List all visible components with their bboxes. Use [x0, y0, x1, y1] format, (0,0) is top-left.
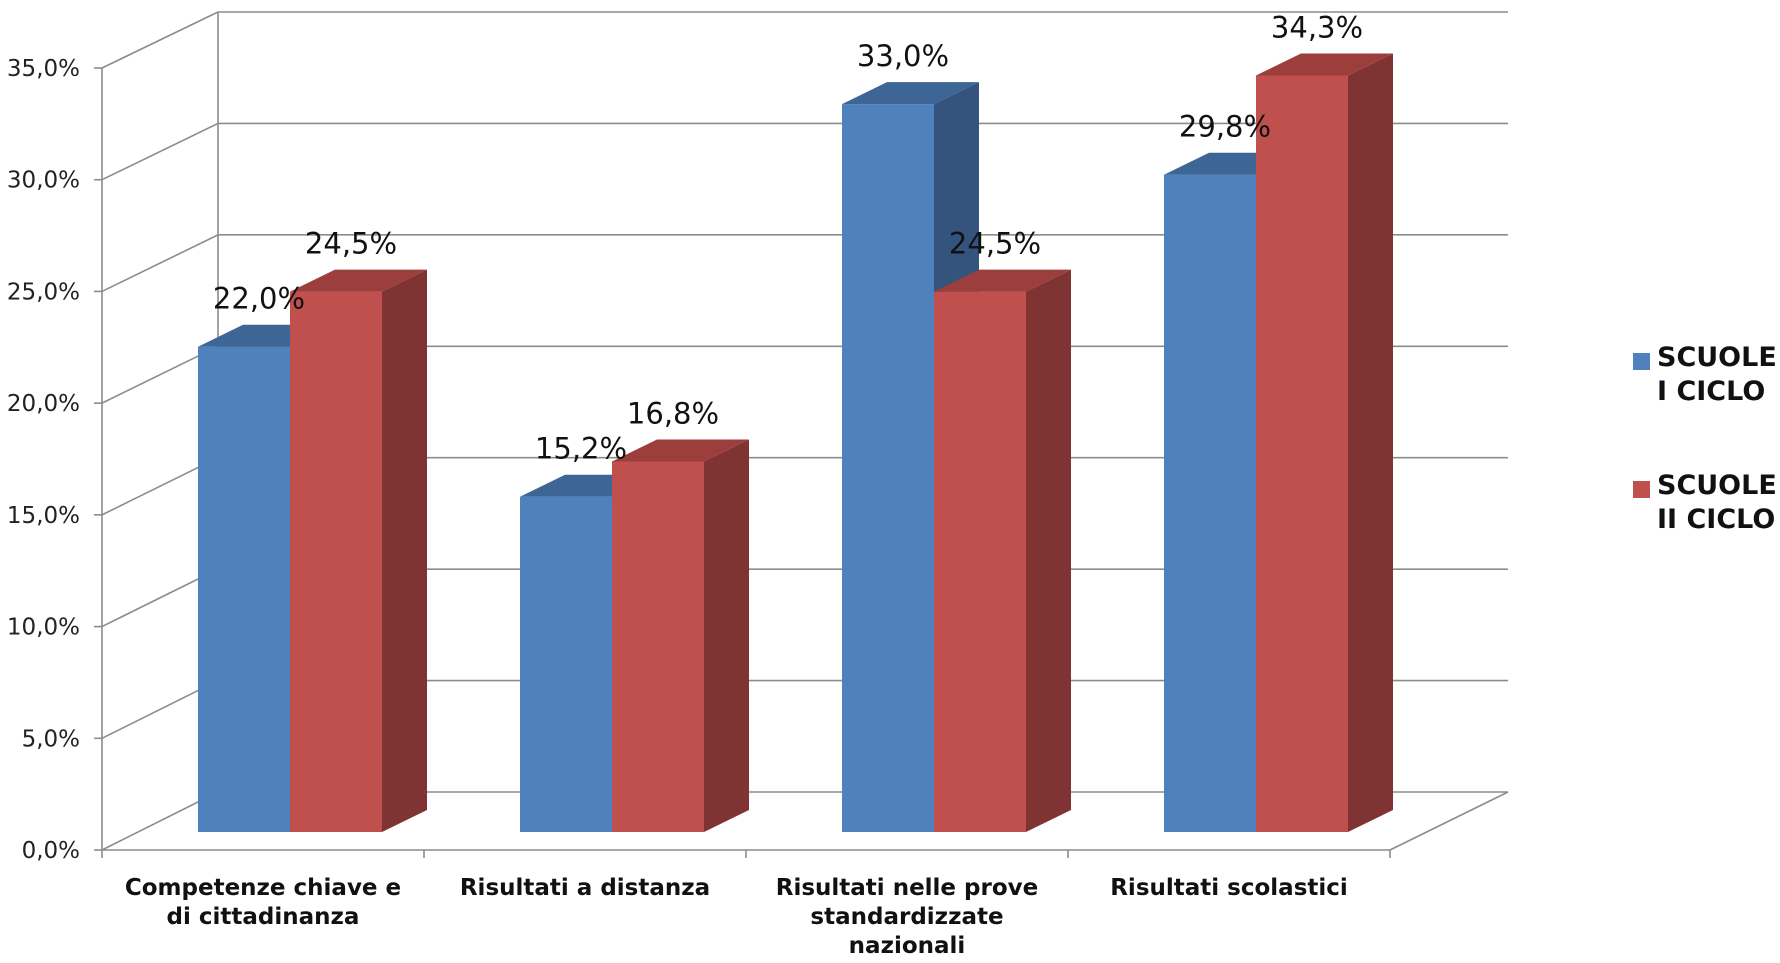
y-tick-label: 30,0%	[7, 168, 80, 194]
legend-swatch	[1633, 481, 1650, 498]
x-category-label-line: standardizzate	[810, 904, 1003, 930]
axes: 0,0% 5,0% 10,0% 15,0% 20,0% 25,0% 30,0% 35,0% Co…	[7, 56, 1509, 959]
y-tick-label: 10,0%	[7, 615, 80, 641]
bars	[198, 53, 1393, 833]
bar-ii-ciclo-1-front	[290, 291, 382, 833]
side-wall-gridline	[101, 11, 219, 69]
legend-label-line: II CICLO	[1657, 504, 1775, 535]
bar-ii-ciclo-3-side	[1026, 269, 1071, 833]
bar-i-ciclo-1-front	[198, 346, 290, 832]
x-category-label: Risultati a distanza	[460, 875, 710, 901]
data-label: 29,8%	[1179, 110, 1271, 144]
bar-ii-ciclo-3-front	[934, 291, 1026, 833]
legend-label-line: I CICLO	[1657, 376, 1765, 407]
y-tick-label: 15,0%	[7, 503, 80, 529]
bar-ii-ciclo-1-side	[382, 269, 427, 833]
data-label: 15,2%	[535, 432, 627, 466]
data-label: 22,0%	[213, 282, 305, 316]
data-label: 34,3%	[1271, 10, 1363, 44]
legend-label-line: SCUOLE	[1657, 470, 1777, 501]
bar-ii-ciclo-1-top	[290, 269, 427, 292]
legend-label-line: SCUOLE	[1657, 342, 1777, 373]
bar-ii-ciclo-4-top	[1256, 53, 1393, 76]
bar-ii-ciclo-3-top	[934, 269, 1071, 292]
legend-label: SCUOLE II CICLO	[1657, 470, 1777, 535]
x-category-label: Risultati nelle prove standardizzate nazio…	[776, 875, 1039, 959]
y-tick-label: 5,0%	[22, 726, 80, 752]
x-category-label-line: di cittadinanza	[167, 904, 360, 930]
bar-i-ciclo-3-front	[842, 104, 934, 833]
floor-edge	[1389, 791, 1509, 851]
side-wall-gridline	[101, 122, 219, 181]
y-tick-label: 0,0%	[22, 838, 80, 864]
data-labels: 22,0%24,5%15,2%16,8%33,0%24,5%29,8%34,3%	[213, 10, 1363, 465]
bar-ii-ciclo-2-side	[704, 439, 749, 832]
bar-i-ciclo-4-front	[1164, 174, 1256, 832]
bar-i-ciclo-2-front	[520, 496, 612, 832]
y-tick-label: 25,0%	[7, 279, 80, 305]
x-category-label-line: nazionali	[849, 933, 966, 959]
legend-label: SCUOLE I CICLO	[1657, 342, 1777, 407]
x-category-label: Competenze chiave e di cittadinanza	[125, 875, 401, 930]
x-category-label-line: Risultati a distanza	[460, 875, 710, 901]
bar-i-ciclo-3-top	[842, 82, 979, 105]
x-category-label-line: Risultati nelle prove	[776, 875, 1039, 901]
x-category-label-line: Competenze chiave e	[125, 875, 401, 901]
data-label: 24,5%	[305, 227, 397, 261]
y-tick-label: 35,0%	[7, 56, 80, 82]
y-tick-label: 20,0%	[7, 391, 80, 417]
bar-ii-ciclo-4-side	[1348, 53, 1393, 832]
data-label: 16,8%	[627, 396, 719, 430]
data-label: 24,5%	[949, 227, 1041, 261]
x-category-label: Risultati scolastici	[1110, 875, 1348, 901]
side-wall-gridline	[101, 234, 219, 293]
bar-ii-ciclo-4-front	[1256, 75, 1348, 832]
data-label: 33,0%	[857, 39, 949, 73]
x-category-label-line: Risultati scolastici	[1110, 875, 1348, 901]
legend-swatch	[1633, 353, 1650, 370]
bar-ii-ciclo-2-front	[612, 461, 704, 832]
bar-ii-ciclo-2-top	[612, 439, 749, 462]
